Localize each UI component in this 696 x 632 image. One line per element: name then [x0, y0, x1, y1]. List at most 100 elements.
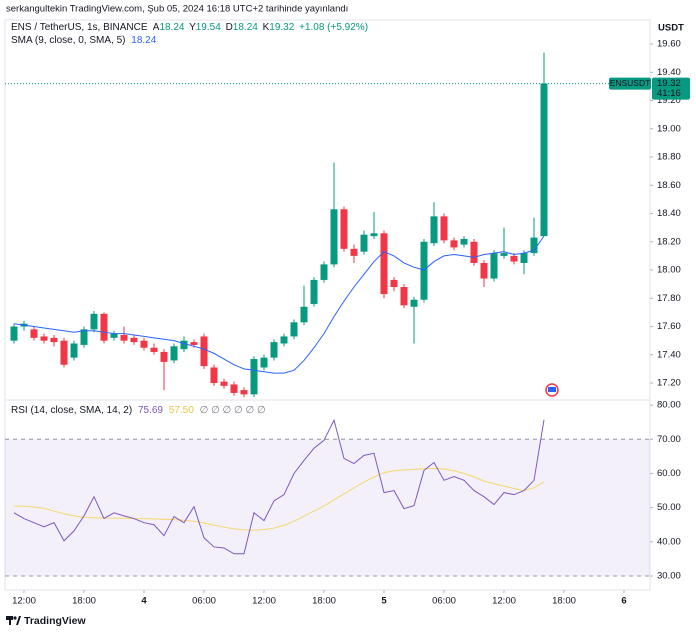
event-icon-flag — [548, 387, 556, 392]
candle-body — [290, 322, 298, 337]
candle-body — [200, 336, 208, 367]
y-tick-label: 19.40 — [657, 67, 681, 78]
candle-body — [500, 253, 508, 256]
candle-body — [10, 326, 18, 341]
y-tick-label: 17.20 — [657, 378, 681, 389]
change: +1.08 (+5.92%) — [299, 22, 368, 33]
y-tick-label: 19.00 — [657, 123, 681, 134]
candle-body — [470, 241, 478, 263]
y-tick-label: 30.00 — [657, 571, 681, 582]
candle-body — [430, 216, 438, 244]
event-icon — [545, 383, 559, 397]
candle-body — [170, 346, 178, 361]
y-tick-label: 19.60 — [657, 39, 681, 50]
ohlc-value: 19.54 — [196, 22, 221, 33]
y-tick-label: 17.80 — [657, 293, 681, 304]
rsi-sma-value: 57.50 — [169, 405, 194, 416]
candle-body — [220, 381, 228, 386]
candle-body — [420, 241, 428, 300]
candle-body — [390, 279, 398, 287]
candle-body — [30, 329, 38, 338]
y-tick-label: 19.20 — [657, 95, 681, 106]
candle-body — [280, 336, 288, 344]
currency: USDT — [658, 23, 684, 34]
candle-body — [440, 216, 448, 241]
band-fill — [5, 439, 650, 576]
rsi-sma-line — [13, 467, 545, 531]
y-tick-label: 50.00 — [657, 502, 681, 513]
symbol-label: ENSUSDT — [610, 78, 651, 88]
ohlc-value: 18.24 — [159, 22, 184, 33]
candle-body — [460, 238, 468, 245]
y-tick-label: 18.60 — [657, 180, 681, 191]
candle-body — [60, 340, 68, 365]
candle-body — [400, 286, 408, 306]
symbol: ENS / TetherUS, 1s, BINANCE — [11, 22, 148, 33]
candle-body — [130, 337, 138, 343]
x-tick-label: 12:00 — [252, 596, 276, 607]
candle-body — [110, 333, 118, 338]
candle-body — [50, 337, 58, 343]
candle-body — [180, 340, 188, 350]
x-tick-label: 12:00 — [492, 596, 516, 607]
sma-name: SMA (9, close, 0, SMA, 5) — [11, 35, 125, 46]
x-tick-label: 18:00 — [312, 596, 336, 607]
candle-body — [270, 342, 278, 358]
ohlc-letter: Y — [189, 22, 196, 33]
candle-body — [160, 351, 168, 362]
sma-line — [13, 235, 545, 374]
y-tick-label: 18.80 — [657, 152, 681, 163]
candle-body — [300, 306, 308, 323]
x-tick-label: 5 — [381, 596, 387, 607]
candle-body — [240, 390, 248, 395]
x-tick-label: 06:00 — [192, 596, 216, 607]
y-tick-label: 70.00 — [657, 434, 681, 445]
x-tick-label: 4 — [141, 596, 147, 607]
rsi-value: 75.69 — [138, 405, 163, 416]
logo-part — [16, 616, 21, 625]
candle-body — [90, 313, 98, 330]
rsi-empty: ∅ ∅ ∅ ∅ ∅ ∅ — [200, 405, 266, 416]
candle-body — [140, 340, 148, 348]
candle-body — [250, 359, 258, 395]
candle-body — [310, 279, 318, 304]
candle-body — [330, 209, 338, 265]
candle-body — [80, 329, 88, 345]
candle-body — [450, 240, 458, 248]
candle-body — [70, 343, 78, 358]
y-tick-label: 18.00 — [657, 265, 681, 276]
y-tick-label: 80.00 — [657, 400, 681, 411]
ohlc-legend: ENS / TetherUS, 1s, BINANCE A18.24 Y19.5… — [11, 22, 368, 33]
candle-body — [410, 299, 418, 307]
x-tick-label: 18:00 — [552, 596, 576, 607]
sma-value: 18.24 — [131, 35, 156, 46]
candle-body — [320, 264, 328, 280]
x-tick-label: 18:00 — [72, 596, 96, 607]
plot-frame — [4, 19, 651, 591]
ohlc-value: 18.24 — [233, 22, 258, 33]
candle-body — [360, 234, 368, 252]
candle-body — [520, 253, 528, 263]
candle-body — [190, 342, 198, 345]
symbol-label-box — [609, 77, 651, 90]
candle-body — [340, 209, 348, 249]
candle-body — [510, 255, 518, 262]
logo-part — [9, 616, 11, 625]
ohlc-letter: D — [226, 22, 233, 33]
candle-body — [490, 253, 498, 279]
x-tick-label: 6 — [621, 596, 626, 607]
ohlc-letter: K — [263, 22, 270, 33]
candle-body — [100, 313, 108, 341]
x-tick-label: 12:00 — [12, 596, 36, 607]
candle-body — [210, 367, 218, 384]
ohlc-value: 19.32 — [269, 22, 294, 33]
y-tick-label: 18.20 — [657, 236, 681, 247]
footer-logo — [6, 616, 21, 625]
candle-body — [260, 357, 268, 368]
footer: TradingView — [24, 615, 86, 627]
rsi-line — [13, 418, 545, 555]
x-tick-label: 06:00 — [432, 596, 456, 607]
candle-body — [380, 233, 388, 295]
candle-body — [150, 347, 158, 352]
